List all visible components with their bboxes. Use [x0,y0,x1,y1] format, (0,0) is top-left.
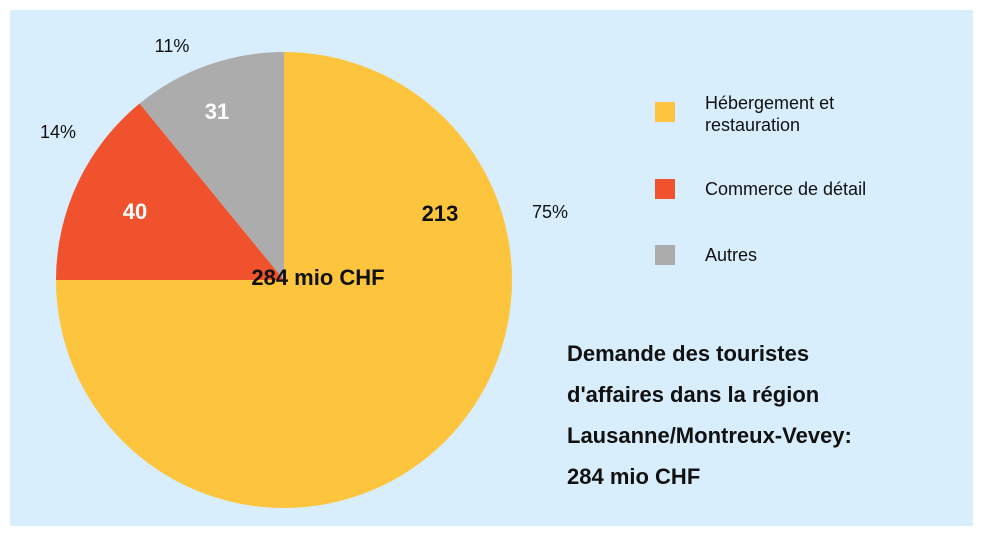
legend-swatch [655,179,675,199]
percent-label: 11% [155,36,190,56]
center-label: 284 mio CHF [251,265,384,290]
legend-swatch [655,102,675,122]
chart-title: Demande des touristes [567,341,809,366]
legend-label: Hébergement et restauration [705,93,835,135]
percent-label: 14% [40,122,76,142]
legend-label: Autres [705,245,758,265]
chart-title: 284 mio CHF [567,464,700,489]
value-label: 40 [123,199,147,224]
chart-title: d'affaires dans la région [567,382,819,407]
percent-label: 75% [532,202,568,222]
chart-title: Lausanne/Montreux-Vevey: [567,423,852,448]
value-label: 213 [422,201,459,226]
pie-slice [139,51,284,280]
legend-swatch [655,245,675,265]
pie-slice [56,103,284,281]
value-label: 31 [205,99,229,124]
legend-label: Commerce de détail [705,179,867,199]
